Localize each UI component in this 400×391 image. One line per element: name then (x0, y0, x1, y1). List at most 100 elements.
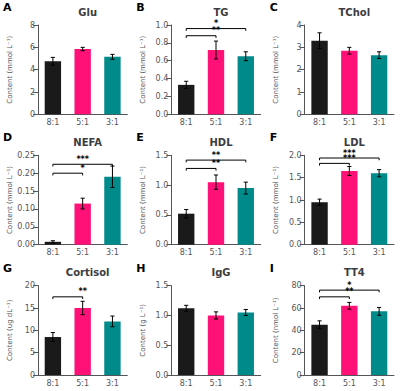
svg-text:Cortisol: Cortisol (66, 267, 110, 278)
svg-text:3:1: 3:1 (106, 379, 119, 388)
svg-text:5:1: 5:1 (343, 248, 356, 257)
svg-text:5:1: 5:1 (210, 118, 223, 127)
svg-text:Content (mmol L⁻¹): Content (mmol L⁻¹) (272, 166, 280, 234)
svg-text:5:1: 5:1 (76, 118, 89, 127)
svg-text:15: 15 (25, 304, 35, 313)
svg-text:***: *** (76, 155, 89, 164)
svg-text:3:1: 3:1 (239, 118, 252, 127)
svg-text:2: 2 (30, 88, 35, 97)
svg-text:8:1: 8:1 (313, 248, 326, 257)
svg-text:***: *** (343, 149, 356, 158)
svg-text:D: D (3, 131, 12, 144)
svg-text:3:1: 3:1 (106, 248, 119, 257)
svg-text:IgG: IgG (211, 267, 230, 278)
svg-text:Content (mmol L⁻¹): Content (mmol L⁻¹) (272, 35, 280, 103)
svg-text:I: I (270, 262, 274, 275)
svg-text:8: 8 (30, 21, 35, 30)
svg-text:0.05: 0.05 (17, 222, 35, 231)
svg-text:B: B (136, 1, 144, 14)
svg-text:3:1: 3:1 (239, 379, 252, 388)
svg-text:5:1: 5:1 (210, 379, 223, 388)
svg-text:1.5: 1.5 (289, 173, 302, 182)
svg-text:0.5: 0.5 (289, 218, 302, 227)
svg-text:0.6: 0.6 (156, 56, 169, 65)
svg-text:F: F (270, 131, 278, 144)
svg-text:80: 80 (291, 281, 301, 290)
svg-text:5:1: 5:1 (343, 379, 356, 388)
svg-text:2.0: 2.0 (289, 151, 302, 160)
svg-text:0.00: 0.00 (17, 240, 35, 249)
svg-text:G: G (3, 262, 12, 275)
svg-text:H: H (136, 262, 145, 275)
svg-text:5:1: 5:1 (343, 118, 356, 127)
svg-text:8:1: 8:1 (46, 118, 59, 127)
svg-text:8:1: 8:1 (313, 118, 326, 127)
svg-text:10: 10 (25, 326, 35, 335)
svg-text:A: A (3, 1, 12, 14)
svg-text:3:1: 3:1 (373, 379, 386, 388)
svg-text:1.5: 1.5 (156, 151, 169, 160)
svg-text:TT4: TT4 (344, 267, 365, 278)
svg-text:4: 4 (297, 21, 302, 30)
svg-text:0.0: 0.0 (156, 240, 169, 249)
svg-text:0.10: 0.10 (17, 204, 35, 213)
svg-text:Content (g L⁻¹): Content (g L⁻¹) (139, 304, 147, 357)
svg-text:5:1: 5:1 (76, 379, 89, 388)
svg-text:HDL: HDL (209, 137, 233, 148)
svg-text:3: 3 (297, 43, 302, 52)
svg-text:60: 60 (291, 304, 301, 313)
svg-text:LDL: LDL (344, 137, 366, 148)
svg-text:2: 2 (297, 65, 302, 74)
svg-text:*: * (214, 19, 219, 28)
svg-text:8:1: 8:1 (180, 248, 193, 257)
svg-text:0.4: 0.4 (156, 74, 169, 83)
svg-text:Content (nmol L⁻¹): Content (nmol L⁻¹) (272, 297, 280, 363)
svg-text:Content (mmol L⁻¹): Content (mmol L⁻¹) (139, 166, 147, 234)
svg-text:1.0: 1.0 (289, 196, 302, 205)
svg-text:5:1: 5:1 (76, 248, 89, 257)
svg-text:0.20: 0.20 (17, 169, 35, 178)
svg-text:0: 0 (30, 371, 35, 380)
svg-text:4: 4 (30, 65, 35, 74)
svg-text:0.2: 0.2 (156, 92, 169, 101)
svg-text:3:1: 3:1 (373, 118, 386, 127)
svg-text:E: E (136, 131, 144, 144)
svg-text:NEFA: NEFA (73, 137, 102, 148)
svg-text:0.15: 0.15 (17, 187, 35, 196)
svg-text:8:1: 8:1 (46, 379, 59, 388)
svg-text:0.8: 0.8 (156, 38, 169, 47)
svg-text:3:1: 3:1 (239, 248, 252, 257)
svg-text:TChol: TChol (339, 7, 371, 18)
svg-text:0.0: 0.0 (289, 240, 302, 249)
svg-text:Content (mmol L⁻¹): Content (mmol L⁻¹) (6, 35, 14, 103)
svg-text:1.0: 1.0 (156, 181, 169, 190)
svg-text:8:1: 8:1 (46, 248, 59, 257)
svg-text:0: 0 (30, 110, 35, 119)
svg-text:0: 0 (297, 371, 302, 380)
svg-text:**: ** (212, 151, 221, 160)
svg-text:*: * (347, 281, 352, 290)
svg-text:40: 40 (291, 326, 301, 335)
svg-text:5: 5 (30, 348, 35, 357)
svg-text:**: ** (78, 287, 87, 296)
svg-text:TG: TG (213, 7, 228, 18)
svg-text:C: C (270, 1, 278, 14)
svg-text:1.0: 1.0 (156, 21, 169, 30)
svg-text:0: 0 (297, 110, 302, 119)
svg-text:1.0: 1.0 (156, 311, 169, 320)
svg-text:0.5: 0.5 (156, 210, 169, 219)
svg-text:8:1: 8:1 (313, 379, 326, 388)
svg-text:3:1: 3:1 (106, 118, 119, 127)
svg-text:Content (mmol L⁻¹): Content (mmol L⁻¹) (6, 166, 14, 234)
svg-text:Glu: Glu (78, 7, 97, 18)
svg-text:Content (ug dL⁻¹): Content (ug dL⁻¹) (6, 299, 14, 361)
svg-text:0.5: 0.5 (156, 341, 169, 350)
svg-text:0.0: 0.0 (156, 371, 169, 380)
svg-text:3:1: 3:1 (373, 248, 386, 257)
svg-text:8:1: 8:1 (180, 379, 193, 388)
svg-text:8:1: 8:1 (180, 118, 193, 127)
svg-text:0.25: 0.25 (17, 151, 35, 160)
svg-text:Content (mmol L⁻¹): Content (mmol L⁻¹) (139, 35, 147, 103)
svg-text:1: 1 (297, 88, 302, 97)
svg-text:20: 20 (25, 281, 35, 290)
